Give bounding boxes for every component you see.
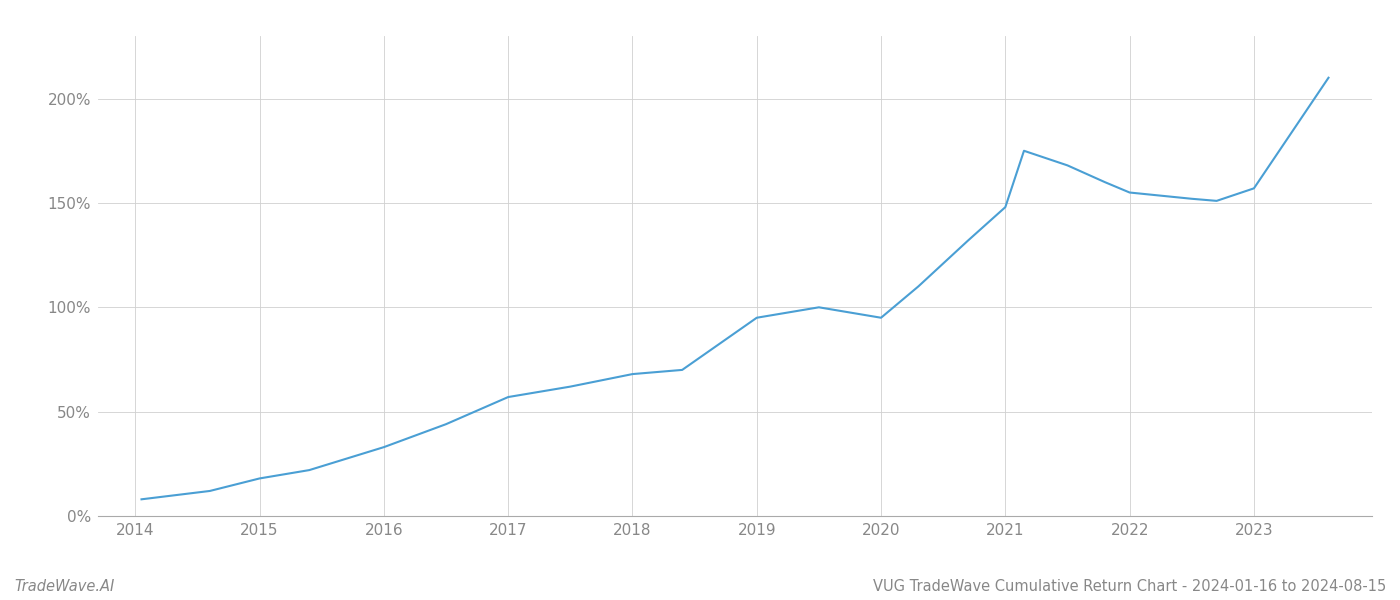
Text: VUG TradeWave Cumulative Return Chart - 2024-01-16 to 2024-08-15: VUG TradeWave Cumulative Return Chart - … (872, 579, 1386, 594)
Text: TradeWave.AI: TradeWave.AI (14, 579, 115, 594)
